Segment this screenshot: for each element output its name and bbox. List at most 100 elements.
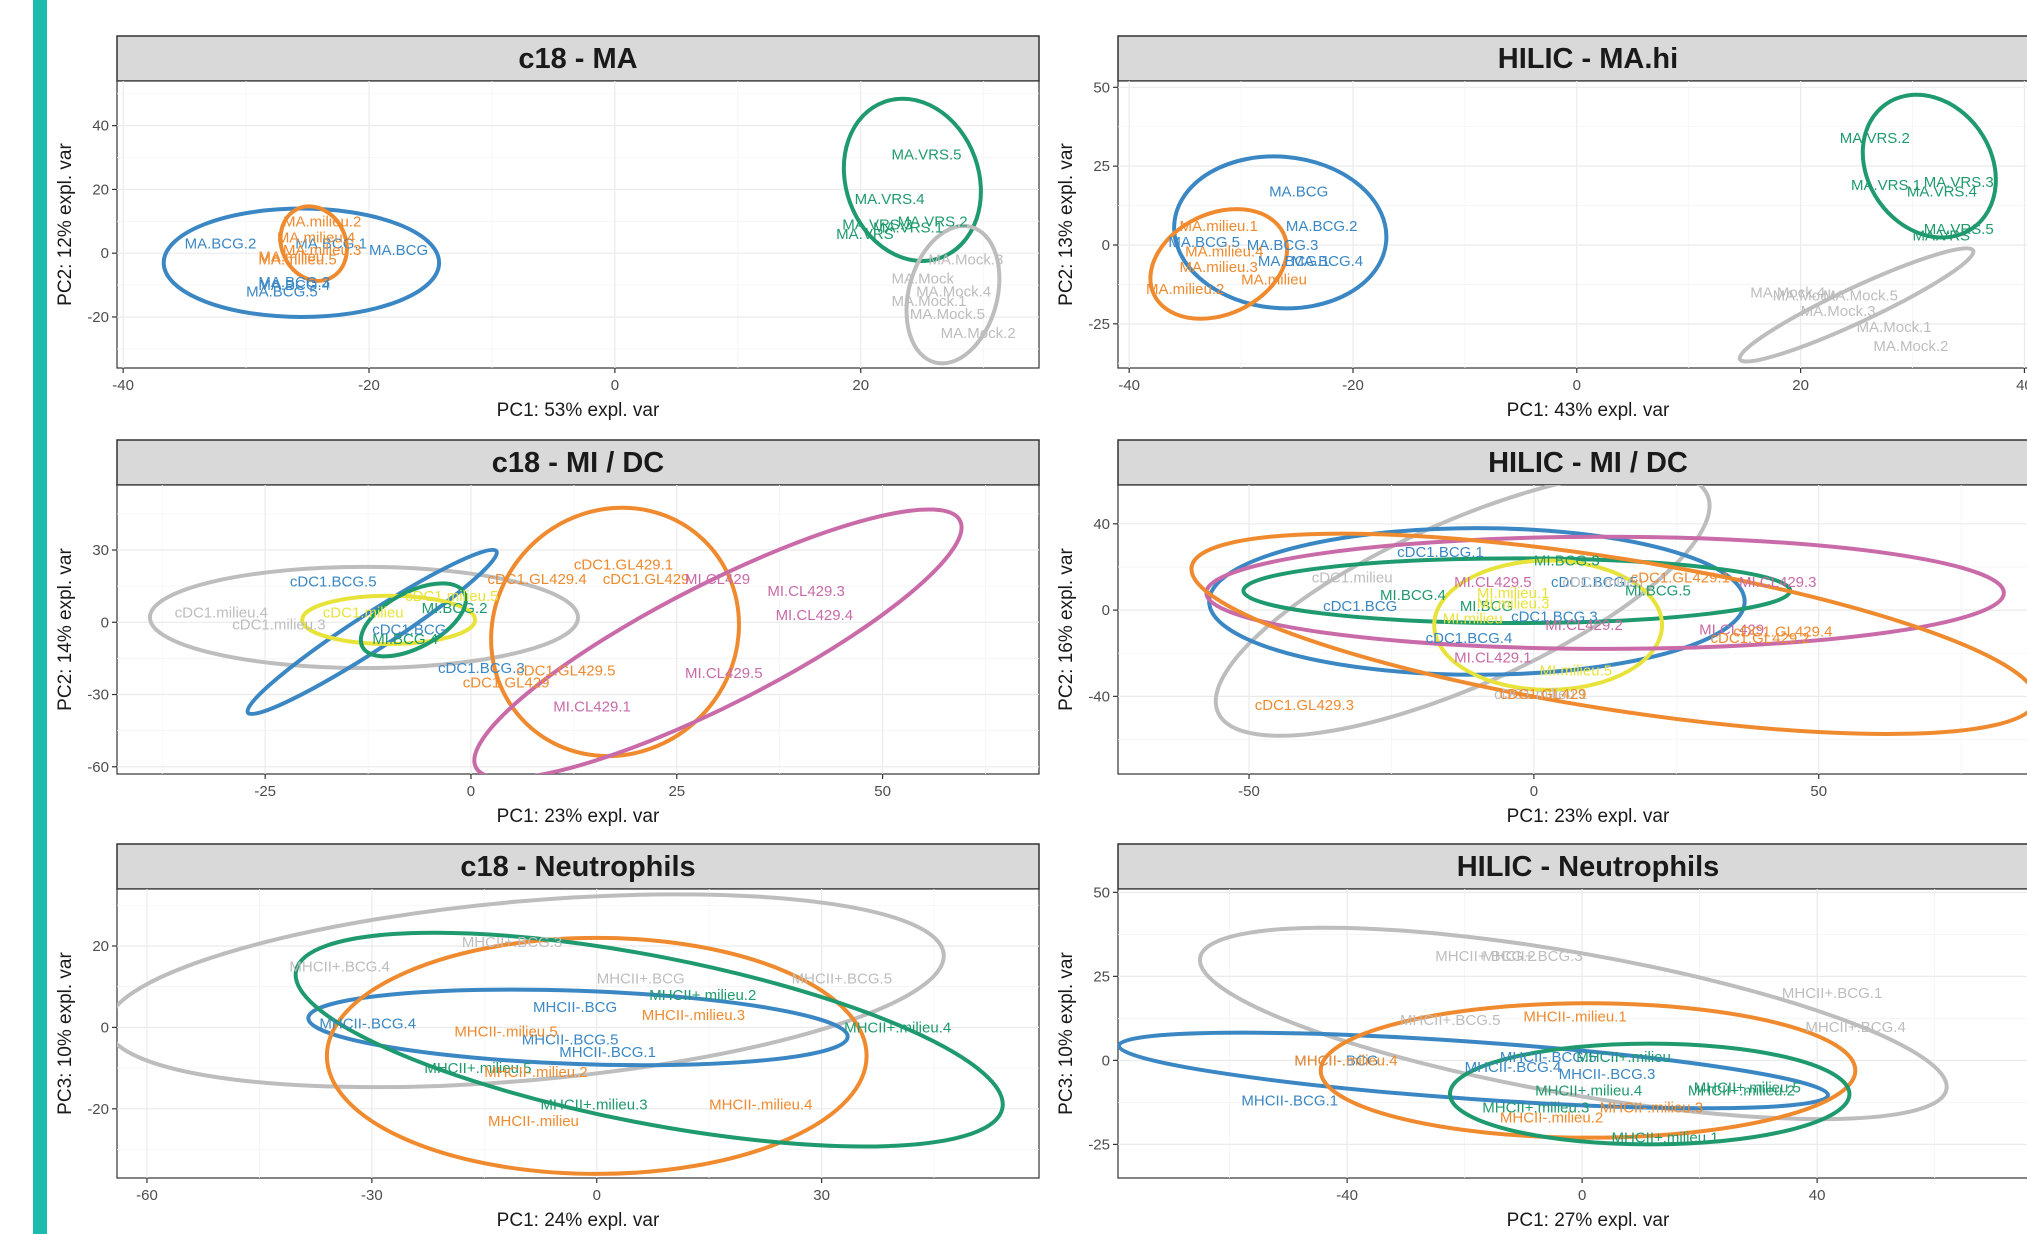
data-point-label: cDC1.milieu (1562, 574, 1643, 591)
confidence-ellipse-blue (245, 547, 499, 717)
x-tick-label: 0 (611, 377, 619, 394)
confidence-ellipse-orange (324, 935, 869, 1176)
confidence-ellipse-blue (1118, 1030, 1831, 1111)
data-point-label: MHCII-.BCG.1 (559, 1044, 656, 1061)
chart-panel-2: HILIC - MA.hi MA.BCG MA.BCG.2 MA.BCG.5 MA.BC… (1056, 35, 2027, 421)
data-point-label: MA.BCG.3 (258, 274, 330, 291)
chart-panel-3: c18 - MI / DC cDC1.BCG.5cDC1.BCGcDC1.BCG.… (55, 439, 1040, 827)
x-tick-label: -60 (136, 1187, 158, 1204)
chart-title: HILIC - MA.hi (1498, 43, 1678, 75)
data-point-label: MA.VRS.5 (1924, 221, 1994, 238)
y-tick-label: -20 (87, 309, 109, 326)
data-point-label: MA.BCG.2 (1286, 218, 1358, 235)
data-point-label: MHCII-.BCG (1294, 1052, 1378, 1069)
confidence-ellipse-pink (472, 507, 964, 774)
data-point-label: MHCII-.BCG.5 (522, 1032, 619, 1049)
data-point-label: MHCII-.BCG.4 (1465, 1059, 1562, 1076)
plot-content: MA.BCG.2 MA.BCG.1 MA.BCGMA.BCG.3MA.BCG.4MA… (117, 81, 1039, 368)
data-point-label: MI.CL429 (1699, 622, 1764, 639)
chart-panel-6: HILIC - NeutrophilsMHCII+.BCG.2MHCII+.BC… (1056, 843, 2027, 1231)
x-axis-title: PC1: 53% expl. var (497, 400, 660, 421)
y-tick-label: -25 (1088, 316, 1110, 333)
x-tick-label: 0 (1573, 377, 1581, 394)
data-point-label: cDC1.BCG.5 (1551, 574, 1638, 591)
confidence-ellipse-orange (1318, 1001, 1858, 1140)
data-point-label: MA.VRS.5 (891, 146, 961, 163)
data-point-label: MHCII+.milieu.2 (1688, 1083, 1795, 1100)
data-point-label: MHCII+.BCG.5 (1400, 1012, 1500, 1029)
confidence-ellipse-green (358, 581, 468, 659)
y-tick-label: -60 (87, 759, 109, 776)
data-point-label: MI.BCG (1460, 598, 1513, 615)
data-point-label: MA.Mock (891, 271, 954, 288)
data-point-label: MA.BCG.5 (1168, 234, 1240, 251)
data-point-label: cDC1.BCG (1323, 598, 1397, 615)
plot-area (116, 80, 1040, 369)
data-point-label: MHCII-.milieu.1 (1523, 1009, 1626, 1026)
chart-title: HILIC - MI / DC (1488, 447, 1688, 479)
y-axis-title: PC2: 13% expl. var (1056, 143, 1077, 306)
x-tick-label: 0 (467, 783, 475, 800)
x-tick-label: -30 (361, 1187, 383, 1204)
y-tick-label: 0 (1102, 1052, 1110, 1069)
x-tick-label: -20 (1342, 377, 1364, 394)
plot-area (1117, 80, 2027, 369)
y-tick-label: 20 (92, 938, 109, 955)
data-point-label: MI.CL429.3 (767, 583, 845, 600)
data-point-label: MA.milieu.2 (1146, 281, 1224, 298)
y-tick-label: -40 (1088, 688, 1110, 705)
y-axis-title: PC2: 12% expl. var (55, 143, 76, 306)
data-point-label: MHCII+.BCG.2 (1435, 948, 1535, 965)
data-point-label: MA.Mock (1773, 287, 1836, 304)
data-point-label: MI.BCG.3 (1534, 552, 1600, 569)
plot-content: cDC1.BCG.5 cDC1.BCG cDC1.BCG.3 cDC1.milieu.… (117, 485, 1039, 774)
data-point-label: MA.VRS.1 (873, 220, 943, 237)
data-point-label: MA.BCG.4 (258, 277, 330, 294)
data-point-label: MHCII-.BCG (533, 999, 617, 1016)
data-point-label: cDC1.GL429.2 (1710, 630, 1809, 647)
x-tick-label: 25 (668, 783, 685, 800)
data-point-label: MI.CL429 (685, 571, 750, 588)
data-point-label: MHCII-.milieu.3 (642, 1007, 745, 1024)
data-point-label: MA.BCG.1 (1258, 253, 1330, 270)
data-point-label: MI.CL429.4 (776, 607, 854, 624)
x-axis-title: PC1: 43% expl. var (1507, 400, 1670, 421)
x-tick-label: 0 (1578, 1187, 1586, 1204)
confidence-ellipse-orange (1148, 207, 1290, 321)
data-point-label: MHCII+.milieu.4 (844, 1019, 951, 1036)
y-tick-label: 0 (1102, 602, 1110, 619)
chart-title: c18 - MI / DC (492, 447, 664, 479)
data-point-label: MHCII-.milieu.5 (454, 1023, 557, 1040)
data-point-label: MHCII+.BCG.3 (462, 934, 562, 951)
data-point-label: cDC1.GL429.4 (1733, 624, 1832, 641)
y-tick-label: 0 (101, 245, 109, 262)
confidence-ellipse-gray (1197, 925, 1949, 1122)
data-point-label: MHCII-.BCG.4 (319, 1015, 416, 1032)
x-axis-title: PC1: 23% expl. var (497, 806, 660, 827)
confidence-ellipse-orange (489, 505, 741, 759)
data-point-label: cDC1.milieu.5 (405, 588, 498, 605)
y-axis-title: PC3: 10% expl. var (55, 952, 76, 1115)
data-point-label: MHCII-.milieu.2 (484, 1064, 587, 1081)
data-point-label: MHCII-.BCG.5 (1500, 1049, 1597, 1066)
confidence-ellipse-yellow (300, 593, 478, 646)
x-tick-label: -20 (358, 377, 380, 394)
x-tick-label: 50 (874, 783, 891, 800)
data-point-label: cDC1.GL429.5 (516, 662, 615, 679)
data-point-label: MI.BCG.4 (1380, 587, 1446, 604)
y-axis-title: PC2: 16% expl. var (1056, 548, 1077, 711)
data-point-label: MHCII-.milieu (488, 1113, 579, 1130)
plot-content: cDC1.BCG.1 cDC1.BCG cDC1.BCG.4 cDC1.BCG.3 cD… (1118, 485, 2027, 774)
x-tick-label: -40 (1336, 1187, 1358, 1204)
data-point-label: MA.VRS.4 (855, 191, 925, 208)
x-tick-label: -40 (112, 377, 134, 394)
chart-title: c18 - Neutrophils (460, 851, 695, 883)
confidence-ellipse-blue (306, 987, 850, 1068)
data-point-label: MI.milieu.3 (1477, 596, 1550, 613)
data-point-label: MA.milieu (258, 248, 324, 265)
confidence-ellipse-orange (1189, 531, 2027, 736)
data-point-label: MA.milieu (1241, 272, 1307, 289)
data-point-label: MA.BCG.3 (1247, 237, 1319, 254)
